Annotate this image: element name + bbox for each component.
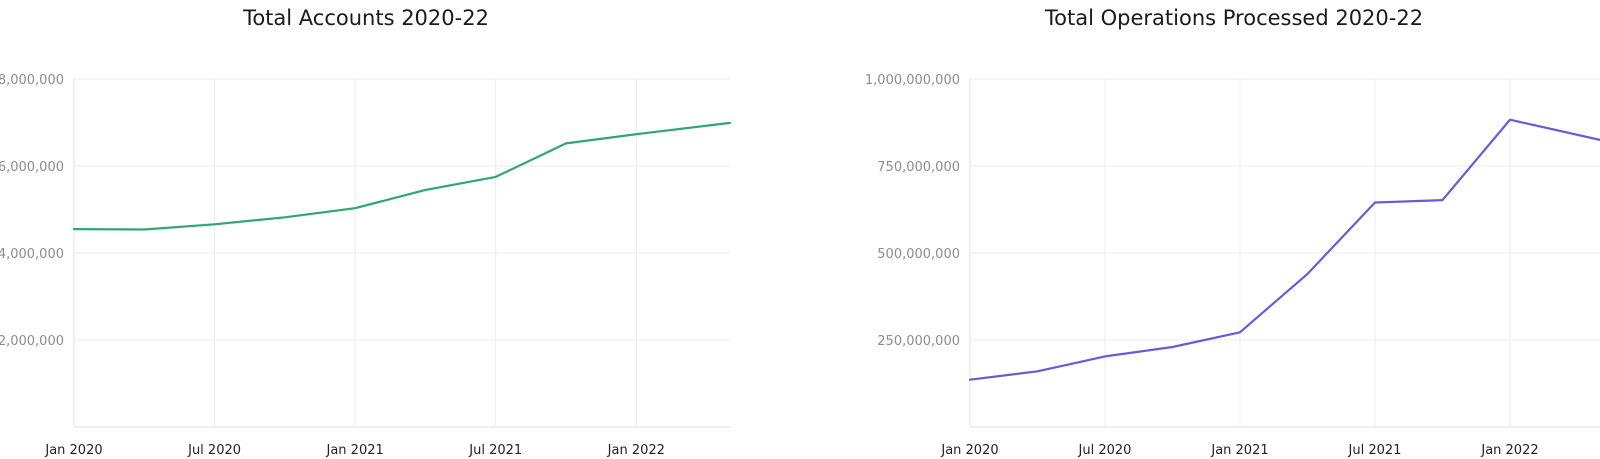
series-line	[968, 118, 1600, 381]
y-tick-label: 250,000,000	[877, 334, 960, 349]
y-tick-label: 6,000,000	[0, 160, 64, 175]
x-tick-label: Jul 2021	[1348, 443, 1402, 458]
chart-total-accounts: Total Accounts 2020-22 2,000,000 4,000,00…	[0, 6, 732, 458]
x-tick-label: Jan 2020	[940, 443, 998, 458]
x-tick-label: Jul 2020	[1078, 443, 1132, 458]
x-tick-label: Jan 2022	[1480, 443, 1538, 458]
x-tick-label: Jul 2021	[468, 443, 522, 458]
chart-title: Total Accounts 2020-22	[242, 6, 489, 30]
series-line	[72, 121, 732, 231]
series-lines	[968, 118, 1600, 381]
y-tick-label: 750,000,000	[877, 160, 960, 175]
axes	[969, 79, 1600, 428]
axes	[73, 79, 730, 428]
y-tick-label: 8,000,000	[0, 73, 64, 88]
y-tick-label: 1,000,000,000	[865, 73, 960, 88]
y-tick-labels: 2,000,000 4,000,000 6,000,000 8,000,000	[0, 73, 64, 349]
x-tick-label: Jan 2022	[607, 443, 665, 458]
y-tick-label: 2,000,000	[0, 334, 64, 349]
y-tick-label: 500,000,000	[877, 247, 960, 262]
x-tick-label: Jan 2021	[1210, 443, 1268, 458]
x-tick-labels: Jan 2020 Jul 2020 Jan 2021 Jul 2021 Jan 2022	[44, 443, 665, 458]
x-tick-labels: Jan 2020 Jul 2020 Jan 2021 Jul 2021 Jan 2022	[940, 443, 1538, 458]
y-tick-label: 4,000,000	[0, 247, 64, 262]
x-tick-label: Jan 2020	[44, 443, 102, 458]
chart-title: Total Operations Processed 2020-22	[1044, 6, 1423, 30]
gridlines	[73, 78, 730, 427]
x-tick-label: Jan 2021	[326, 443, 384, 458]
chart-total-operations: Total Operations Processed 2020-22 250,0…	[865, 6, 1600, 458]
x-tick-label: Jul 2020	[187, 443, 241, 458]
gridlines	[969, 78, 1600, 427]
y-tick-labels: 250,000,000 500,000,000 750,000,000 1,000,0…	[865, 73, 960, 349]
series-lines	[72, 121, 732, 231]
